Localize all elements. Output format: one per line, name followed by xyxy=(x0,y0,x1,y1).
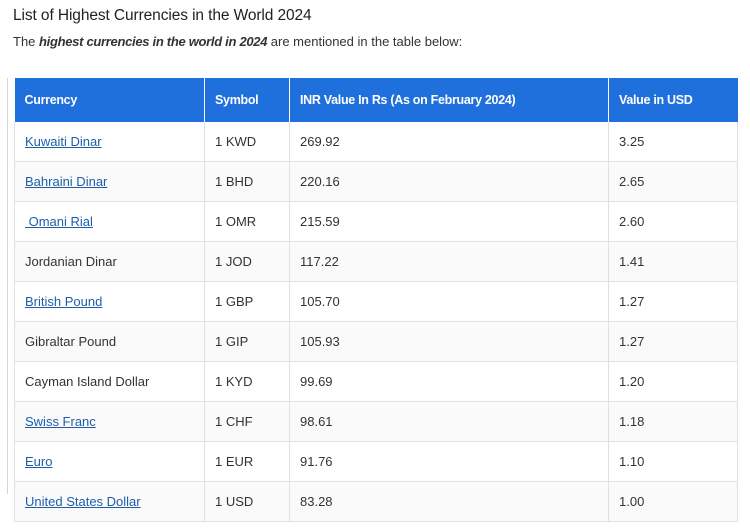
currency-cell: Bahraini Dinar xyxy=(14,161,205,202)
currency-cell: Swiss Franc xyxy=(14,401,205,442)
usd-value-cell: 1.00 xyxy=(608,481,738,522)
symbol-cell: 1 CHF xyxy=(204,401,290,442)
currency-cell: Gibraltar Pound xyxy=(14,321,205,362)
inr-value-cell: 83.28 xyxy=(289,481,609,522)
symbol-cell: 1 USD xyxy=(204,481,290,522)
table-row: United States Dollar 1 USD 83.28 1.00 xyxy=(14,481,738,522)
intro-prefix: The xyxy=(13,34,40,49)
currency-link[interactable]: Swiss Franc xyxy=(25,414,96,429)
currency-cell: Euro xyxy=(14,441,205,482)
currency-name: Gibraltar Pound xyxy=(25,334,117,349)
usd-value-cell: 1.20 xyxy=(608,361,738,402)
column-header-currency: Currency xyxy=(14,78,205,122)
usd-value-cell: 2.60 xyxy=(608,201,738,242)
currency-table: Currency Symbol INR Value In Rs (As on F… xyxy=(14,78,738,522)
currency-name: Cayman Island Dollar xyxy=(25,374,150,389)
currency-link[interactable]: United States Dollar xyxy=(25,494,141,509)
table-row: Cayman Island Dollar 1 KYD 99.69 1.20 xyxy=(14,361,738,402)
inr-value-cell: 99.69 xyxy=(289,361,609,402)
symbol-cell: 1 OMR xyxy=(204,201,290,242)
symbol-cell: 1 EUR xyxy=(204,441,290,482)
currency-cell: Cayman Island Dollar xyxy=(14,361,205,402)
column-header-usd-value: Value in USD xyxy=(608,78,738,122)
currency-cell: British Pound xyxy=(14,281,205,322)
usd-value-cell: 1.27 xyxy=(608,321,738,362)
symbol-cell: 1 JOD xyxy=(204,241,290,282)
usd-value-cell: 2.65 xyxy=(608,161,738,202)
table-row: Bahraini Dinar 1 BHD 220.16 2.65 xyxy=(14,161,738,202)
symbol-cell: 1 GBP xyxy=(204,281,290,322)
currency-link[interactable]: Omani Rial xyxy=(25,214,93,229)
currency-link[interactable]: Kuwaiti Dinar xyxy=(25,134,102,149)
usd-value-cell: 3.25 xyxy=(608,122,738,162)
column-header-symbol: Symbol xyxy=(204,78,290,122)
inr-value-cell: 105.93 xyxy=(289,321,609,362)
inr-value-cell: 91.76 xyxy=(289,441,609,482)
inr-value-cell: 105.70 xyxy=(289,281,609,322)
page-title: List of Highest Currencies in the World … xyxy=(13,7,312,24)
usd-value-cell: 1.18 xyxy=(608,401,738,442)
inr-value-cell: 98.61 xyxy=(289,401,609,442)
symbol-cell: 1 KWD xyxy=(204,122,290,162)
currency-cell: Jordanian Dinar xyxy=(14,241,205,282)
currency-link[interactable]: Bahraini Dinar xyxy=(25,174,108,189)
usd-value-cell: 1.10 xyxy=(608,441,738,482)
symbol-cell: 1 BHD xyxy=(204,161,290,202)
intro-suffix: are mentioned in the table below: xyxy=(267,34,463,49)
inr-value-cell: 220.16 xyxy=(289,161,609,202)
intro-emphasis: highest currencies in the world in 2024 xyxy=(39,34,268,49)
currency-cell: United States Dollar xyxy=(14,481,205,522)
table-row: Euro 1 EUR 91.76 1.10 xyxy=(14,441,738,482)
currency-name: Jordanian Dinar xyxy=(25,254,117,269)
symbol-cell: 1 GIP xyxy=(204,321,290,362)
table-header-row: Currency Symbol INR Value In Rs (As on F… xyxy=(14,78,738,122)
content-divider xyxy=(7,78,8,494)
currency-cell: Omani Rial xyxy=(14,201,205,242)
column-header-inr-value: INR Value In Rs (As on February 2024) xyxy=(289,78,609,122)
inr-value-cell: 269.92 xyxy=(289,122,609,162)
table-row: Omani Rial 1 OMR 215.59 2.60 xyxy=(14,201,738,242)
table-row: Swiss Franc 1 CHF 98.61 1.18 xyxy=(14,401,738,442)
symbol-cell: 1 KYD xyxy=(204,361,290,402)
usd-value-cell: 1.41 xyxy=(608,241,738,282)
inr-value-cell: 117.22 xyxy=(289,241,609,282)
intro-text: The highest currencies in the world in 2… xyxy=(13,34,462,49)
currency-link[interactable]: Euro xyxy=(25,454,53,469)
table-row: Kuwaiti Dinar 1 KWD 269.92 3.25 xyxy=(14,122,738,162)
table-row: Jordanian Dinar 1 JOD 117.22 1.41 xyxy=(14,241,738,282)
currency-link[interactable]: British Pound xyxy=(25,294,103,309)
table-row: British Pound 1 GBP 105.70 1.27 xyxy=(14,281,738,322)
inr-value-cell: 215.59 xyxy=(289,201,609,242)
table-row: Gibraltar Pound 1 GIP 105.93 1.27 xyxy=(14,321,738,362)
currency-cell: Kuwaiti Dinar xyxy=(14,122,205,162)
usd-value-cell: 1.27 xyxy=(608,281,738,322)
